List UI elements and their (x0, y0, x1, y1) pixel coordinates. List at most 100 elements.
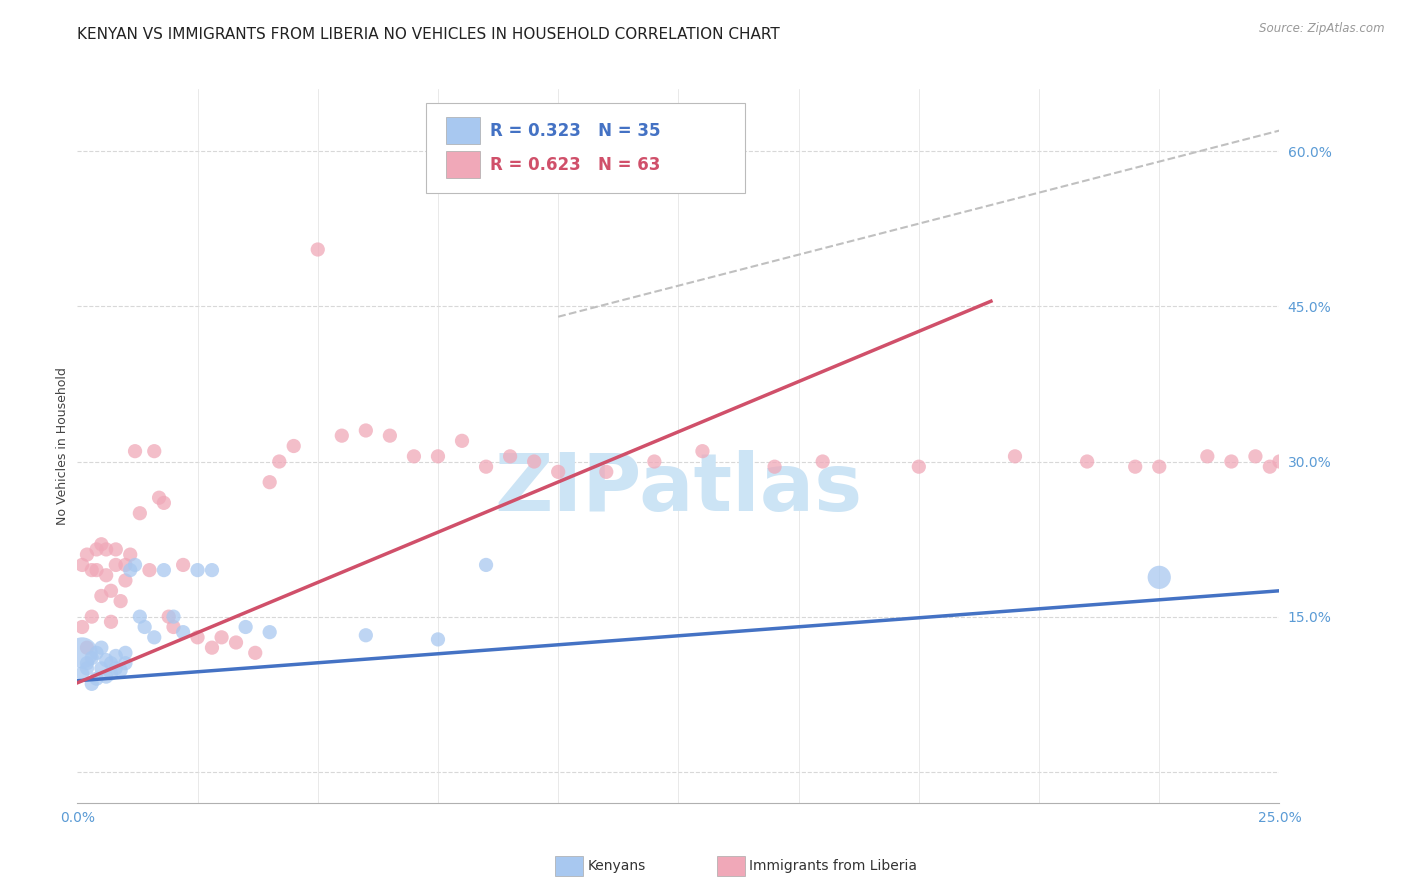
Point (70, 646, 93, 660)
Point (86, 542, 108, 557)
Point (172, 625, 194, 640)
Text: Kenyans: Kenyans (588, 859, 645, 873)
Point (90, 537, 112, 551)
Point (76, 640, 98, 655)
Point (100, 615, 122, 629)
Point (269, 454, 291, 468)
Point (124, 558, 146, 572)
Point (76, 548, 98, 562)
Point (499, 450, 522, 464)
Point (811, 454, 834, 468)
Point (187, 630, 209, 644)
Point (128, 506, 150, 520)
Point (80, 651, 103, 665)
Point (114, 656, 136, 670)
Point (128, 609, 150, 624)
Point (80, 563, 103, 577)
Point (80, 677, 103, 691)
Point (96, 653, 118, 667)
Point (110, 664, 132, 678)
Point (1123, 459, 1146, 474)
Point (283, 439, 305, 453)
Point (76, 656, 98, 670)
Point (134, 620, 156, 634)
Bar (446, 152, 479, 178)
Point (763, 459, 786, 474)
Point (153, 496, 176, 510)
Point (201, 640, 224, 655)
Point (153, 563, 176, 577)
Point (138, 563, 160, 577)
Point (124, 444, 146, 458)
Point (378, 428, 401, 442)
Point (643, 454, 665, 468)
Point (86, 563, 108, 577)
Point (114, 558, 136, 572)
Point (475, 459, 498, 474)
Point (259, 475, 281, 490)
Point (157, 609, 180, 624)
Text: ZIPatlas: ZIPatlas (495, 450, 862, 528)
Point (235, 620, 257, 634)
Point (120, 563, 142, 577)
Point (100, 656, 122, 670)
Point (1004, 450, 1026, 464)
Point (90, 640, 112, 655)
Point (1197, 450, 1219, 464)
Point (172, 558, 194, 572)
Point (96, 542, 118, 557)
Point (1076, 454, 1098, 468)
Point (110, 594, 132, 608)
Point (354, 424, 377, 438)
Point (1268, 454, 1291, 468)
Point (104, 542, 127, 557)
Point (908, 459, 931, 474)
Point (547, 465, 569, 479)
Text: R = 0.623   N = 63: R = 0.623 N = 63 (489, 156, 659, 174)
Point (451, 434, 474, 448)
Point (70, 666, 93, 681)
Point (201, 563, 224, 577)
Point (120, 548, 142, 562)
Point (80, 609, 103, 624)
Point (96, 670, 118, 684)
Point (104, 661, 127, 675)
Text: KENYAN VS IMMIGRANTS FROM LIBERIA NO VEHICLES IN HOUSEHOLD CORRELATION CHART: KENYAN VS IMMIGRANTS FROM LIBERIA NO VEH… (77, 27, 780, 42)
Point (354, 628, 377, 642)
Point (70, 558, 93, 572)
Point (211, 630, 233, 644)
Text: Source: ZipAtlas.com: Source: ZipAtlas.com (1260, 22, 1385, 36)
Point (1149, 570, 1171, 584)
Point (148, 491, 170, 505)
Point (162, 620, 184, 634)
Point (114, 646, 136, 660)
Y-axis label: No Vehicles in Household: No Vehicles in Household (56, 368, 69, 524)
Bar (446, 117, 479, 145)
Point (70, 620, 93, 634)
Point (1244, 450, 1267, 464)
Point (86, 646, 108, 660)
Point (595, 465, 617, 479)
Point (1220, 454, 1243, 468)
Point (427, 450, 450, 464)
Point (104, 558, 127, 572)
Point (100, 666, 122, 681)
Point (523, 454, 546, 468)
Point (104, 648, 127, 663)
Point (475, 558, 498, 572)
Point (427, 632, 450, 647)
Point (307, 243, 329, 257)
Point (245, 646, 267, 660)
Text: R = 0.323   N = 35: R = 0.323 N = 35 (489, 121, 661, 139)
Point (1149, 459, 1171, 474)
Point (114, 574, 136, 588)
Point (143, 630, 166, 644)
Point (90, 589, 112, 603)
Point (225, 635, 247, 649)
Point (76, 661, 98, 675)
Point (86, 672, 108, 686)
FancyBboxPatch shape (426, 103, 745, 193)
Point (96, 568, 118, 582)
Point (90, 661, 112, 675)
Point (162, 609, 184, 624)
